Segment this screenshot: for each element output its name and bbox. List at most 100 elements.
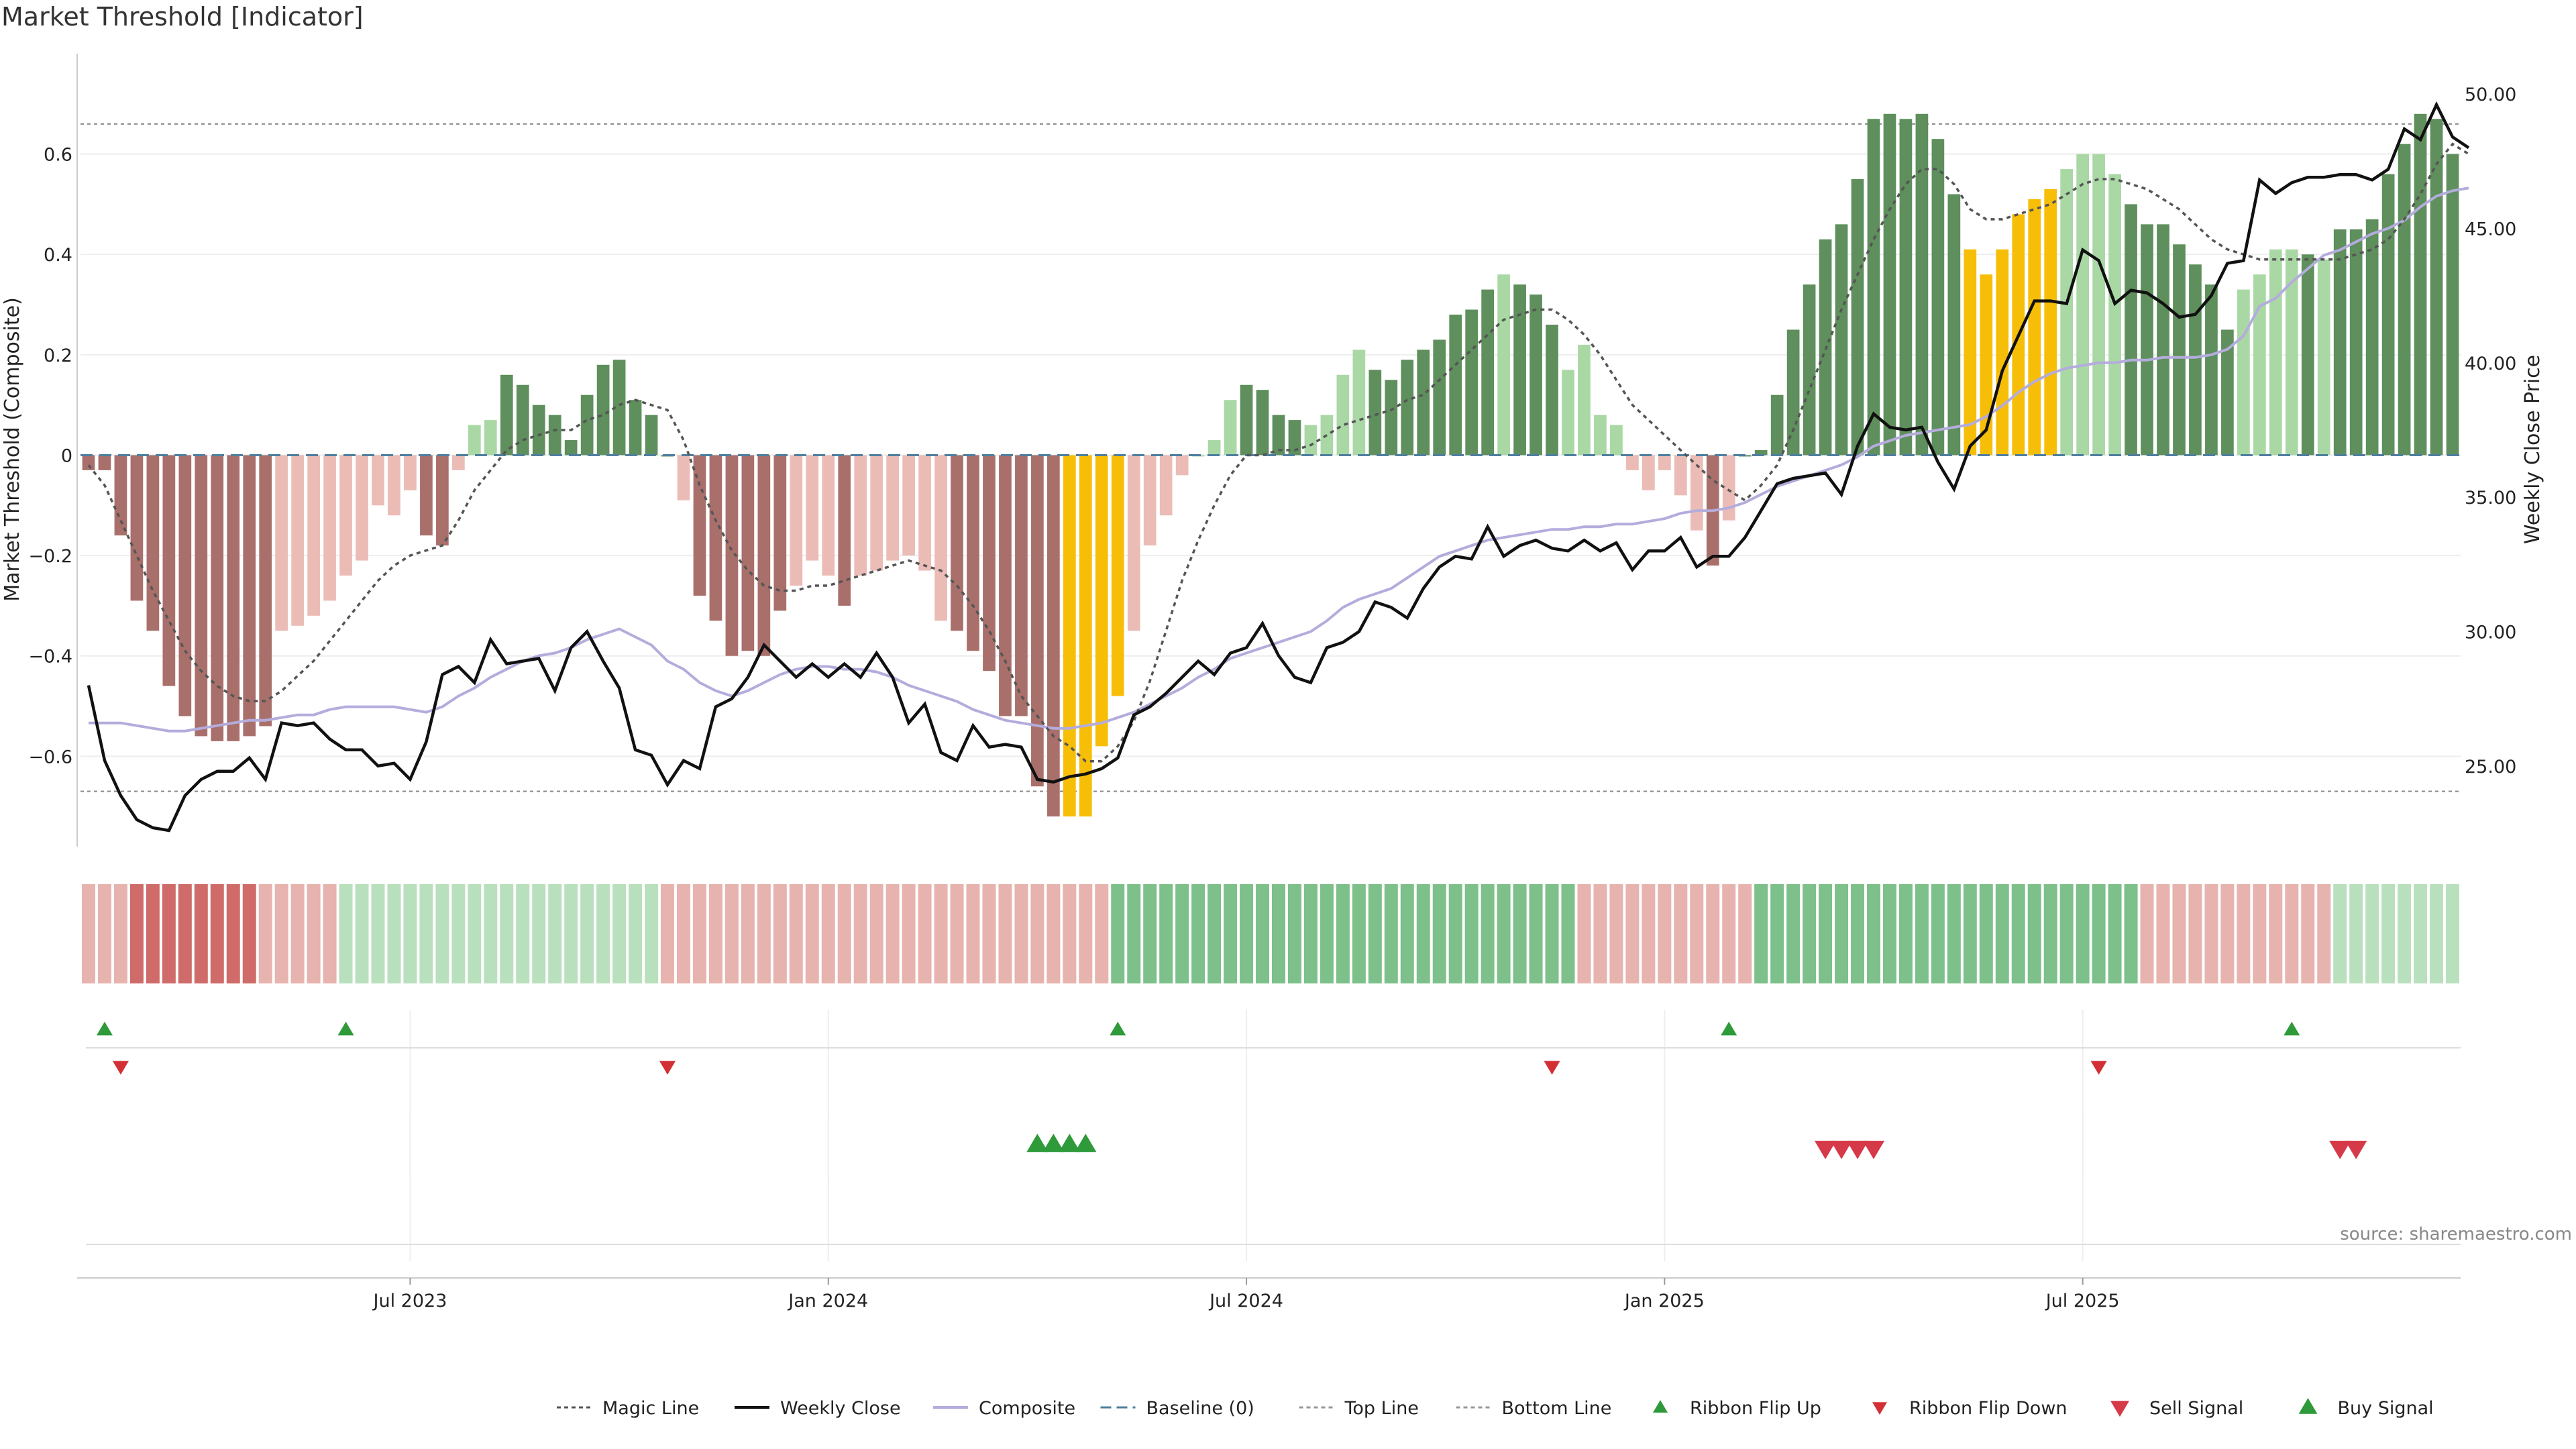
ribbon-cell: [564, 884, 578, 983]
ribbon-cell: [1979, 884, 1993, 983]
composite-bar: [516, 384, 529, 455]
ribbon-cell: [1497, 884, 1511, 983]
composite-bar: [1015, 455, 1028, 716]
legend-down-triangle-icon: [2110, 1401, 2129, 1417]
sell-signal-marker: [1847, 1140, 1869, 1159]
ribbon-cell: [918, 884, 932, 983]
left-tick-label: −0.6: [28, 747, 72, 767]
composite-bar: [1175, 455, 1189, 476]
ribbon-cell: [2301, 884, 2315, 983]
ribbon-cell: [1127, 884, 1141, 983]
composite-bar: [2173, 244, 2186, 455]
ribbon-cell: [1272, 884, 1285, 983]
composite-bar: [2430, 119, 2443, 455]
x-tick-label: Jul 2025: [2045, 1291, 2120, 1311]
composite-bar: [1594, 415, 1607, 455]
x-tick-label: Jul 2023: [372, 1291, 447, 1311]
ribbon-cell: [1416, 884, 1430, 983]
ribbon-cell: [97, 884, 111, 983]
composite-line: [89, 186, 2469, 733]
composite-bar: [404, 455, 417, 490]
composite-bar: [1433, 339, 1446, 455]
ribbon-cell: [596, 884, 610, 983]
composite-bar: [1947, 194, 1961, 455]
ribbon-cell: [2269, 884, 2283, 983]
composite-bar: [902, 455, 915, 556]
ribbon-cell: [435, 884, 449, 983]
ribbon-cell: [1079, 884, 1093, 983]
composite-bar: [2301, 254, 2314, 455]
ribbon-cell: [998, 884, 1012, 983]
ribbon-cell: [258, 884, 272, 983]
composite-bar: [1143, 455, 1157, 546]
legend-item: Ribbon Flip Down: [1872, 1398, 2068, 1419]
composite-bar: [82, 455, 95, 470]
right-tick-label: 25.00: [2465, 757, 2516, 777]
composite-bar: [275, 455, 288, 631]
weekly-close-line: [87, 101, 2470, 833]
ribbon-cell: [1658, 884, 1672, 983]
legend-item: Composite: [933, 1398, 1075, 1419]
ribbon-cell: [1143, 884, 1157, 983]
composite-bar: [2414, 113, 2427, 455]
right-tick-label: 40.00: [2465, 354, 2516, 374]
composite-bar: [2269, 249, 2282, 455]
composite-bar: [629, 400, 642, 455]
right-tick-label: 35.00: [2465, 488, 2516, 508]
ribbon-cell: [966, 884, 980, 983]
legend-item: Sell Signal: [2110, 1398, 2243, 1419]
composite-bar: [967, 455, 979, 651]
ribbon-cell: [821, 884, 835, 983]
composite-bar: [2349, 229, 2363, 455]
composite-bar: [999, 455, 1012, 716]
ribbon-cell: [2430, 884, 2444, 983]
composite-bar: [951, 455, 963, 631]
ribbon-cell: [724, 884, 739, 983]
ribbon-cell: [178, 884, 192, 983]
ribbon-cell: [2237, 884, 2251, 983]
ribbon-panel: [82, 884, 2459, 983]
ribbon-cell: [2076, 884, 2090, 983]
ribbon-cell: [661, 884, 674, 983]
composite-bar: [2189, 264, 2202, 455]
composite-bar: [1449, 315, 1462, 455]
composite-bar: [2157, 224, 2169, 455]
ribbon-cell: [162, 884, 176, 983]
ribbon-cell: [1674, 884, 1688, 983]
legend-item: Baseline (0): [1100, 1398, 1254, 1419]
ribbon-cell: [532, 884, 546, 983]
ribbon-cell: [2446, 884, 2459, 983]
ribbon-cell: [1320, 884, 1334, 983]
composite-bar: [1465, 309, 1479, 455]
composite-bar: [645, 415, 658, 455]
ribbon-cell: [1400, 884, 1414, 983]
composite-bar: [757, 455, 771, 656]
ribbon-cell: [1464, 884, 1479, 983]
legend-label: Buy Signal: [2338, 1398, 2434, 1419]
composite-bar: [1240, 384, 1253, 455]
ribbon-cell: [757, 884, 771, 983]
composite-bar: [854, 455, 867, 576]
composite-bar: [1867, 119, 1880, 455]
composite-bar: [178, 455, 192, 716]
composite-bar: [580, 394, 594, 455]
composite-bar: [1996, 249, 2009, 455]
composite-bar: [596, 364, 610, 455]
composite-bar: [130, 455, 144, 601]
ribbon-cell: [708, 884, 722, 983]
legend-label: Baseline (0): [1146, 1398, 1254, 1419]
composite-bar: [773, 455, 787, 611]
ribbon-cell: [1561, 884, 1575, 983]
ribbon-cell: [1835, 884, 1849, 983]
ribbon-flip-panel: [86, 1010, 2461, 1177]
legend-label: Magic Line: [602, 1398, 699, 1419]
ribbon-cell: [1995, 884, 2009, 983]
ribbon-cell: [2156, 884, 2170, 983]
composite-bar: [452, 455, 465, 470]
ribbon-cell: [853, 884, 867, 983]
ribbon-cell: [419, 884, 433, 983]
ribbon-cell: [1513, 884, 1527, 983]
composite-bar: [1626, 455, 1639, 470]
composite-bar: [1127, 455, 1140, 631]
composite-bar: [1562, 370, 1574, 455]
